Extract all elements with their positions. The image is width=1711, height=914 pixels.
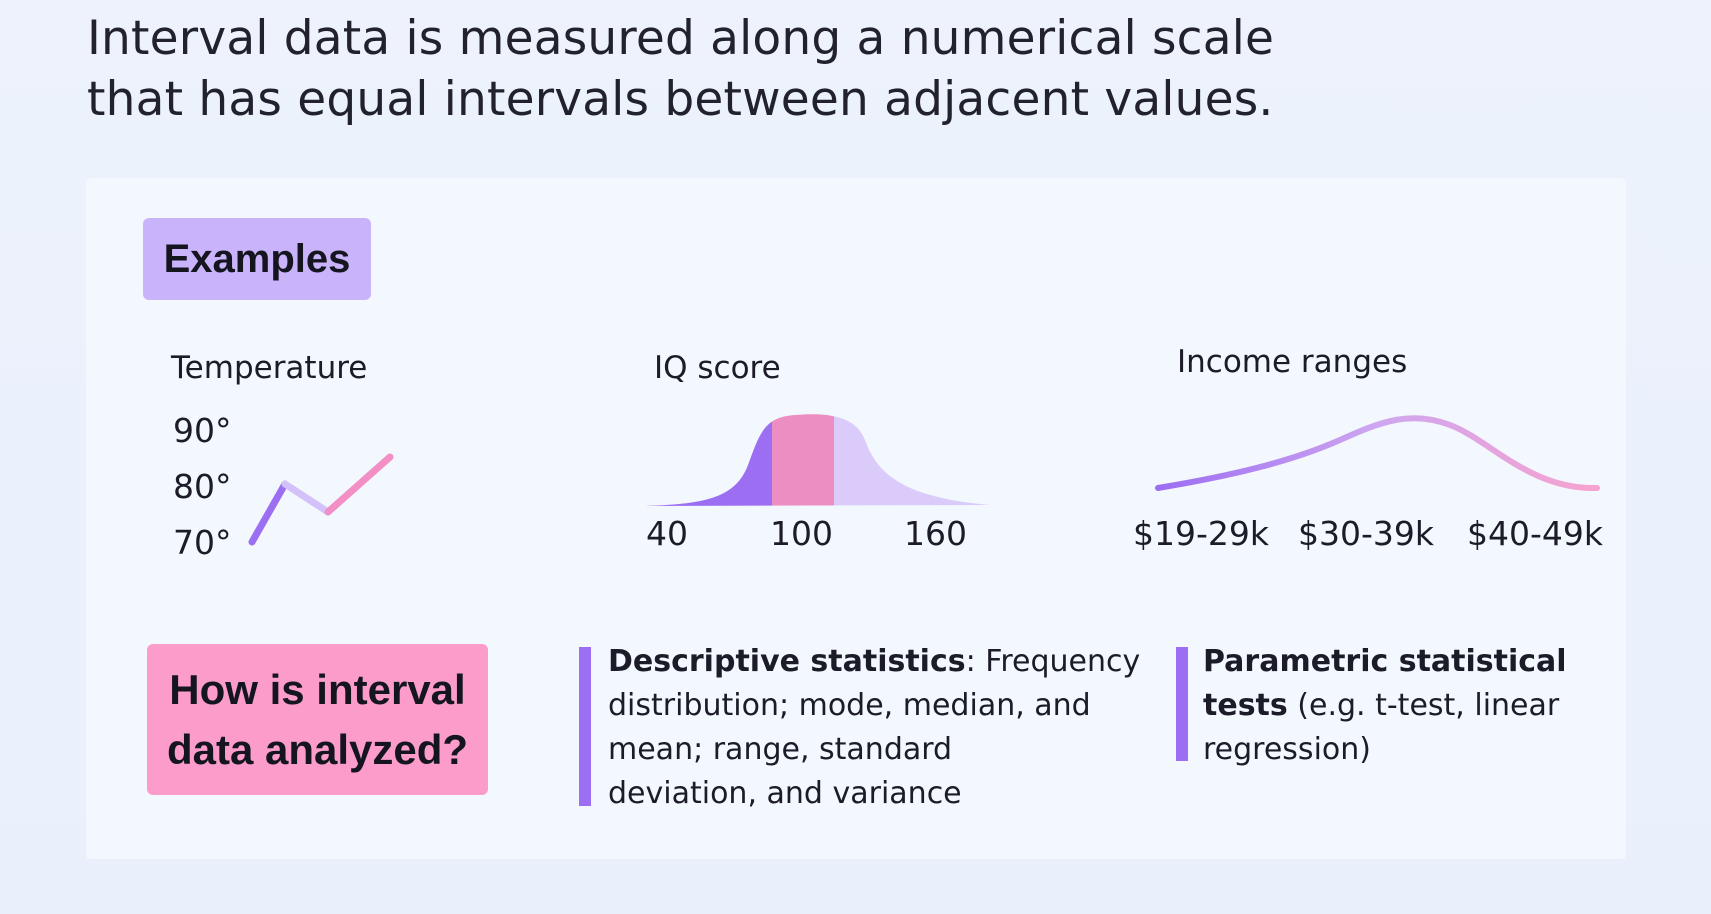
question-line-1: How is interval: [169, 665, 466, 713]
parametric-accent-bar: [1176, 647, 1188, 761]
descriptive-title: Descriptive statistics: [608, 644, 966, 679]
income-tick-30-39k: $30-39k: [1298, 514, 1434, 553]
descriptive-line-2: distribution; mode, median, and: [608, 688, 1091, 723]
descriptive-line-4: deviation, and variance: [608, 776, 962, 811]
temperature-tick-80: 80°: [173, 467, 232, 506]
descriptive-accent-bar: [579, 647, 591, 806]
headline: Interval data is measured along a numeri…: [87, 8, 1487, 130]
descriptive-line-1-rest: : Frequency: [965, 644, 1141, 679]
temperature-tick-90: 90°: [173, 411, 232, 450]
temperature-label: Temperature: [171, 350, 368, 386]
parametric-line-2-rest: (e.g. t-test, linear: [1287, 688, 1560, 723]
income-curve: [1155, 415, 1600, 492]
headline-line-2: that has equal intervals between adjacen…: [87, 72, 1274, 127]
temperature-tick-70: 70°: [173, 523, 232, 562]
headline-line-1: Interval data is measured along a numeri…: [87, 11, 1275, 66]
parametric-tests-note: Parametric statistical tests (e.g. t-tes…: [1203, 640, 1567, 772]
descriptive-line-3: mean; range, standard: [608, 732, 953, 767]
temperature-segment-1: [248, 480, 289, 546]
iq-tick-100: 100: [770, 514, 833, 553]
parametric-title-1: Parametric statistical: [1203, 644, 1567, 679]
parametric-title-2: tests: [1203, 688, 1288, 723]
iq-tick-40: 40: [646, 514, 688, 553]
iq-tick-160: 160: [904, 514, 967, 553]
descriptive-statistics-note: Descriptive statistics: Frequency distri…: [608, 640, 1140, 816]
income-tick-19-29k: $19-29k: [1133, 514, 1269, 553]
temperature-segment-3: [324, 453, 394, 516]
temperature-segment-2: [281, 480, 332, 516]
iq-label: IQ score: [654, 350, 781, 386]
income-label: Income ranges: [1177, 344, 1408, 380]
parametric-line-3: regression): [1203, 732, 1371, 767]
question-line-2: data analyzed?: [166, 725, 469, 773]
analysis-question-badge: How is interval data analyzed?: [147, 644, 488, 795]
iq-center-band: [772, 414, 834, 506]
income-tick-40-49k: $40-49k: [1467, 514, 1603, 553]
examples-badge: Examples: [143, 218, 371, 300]
